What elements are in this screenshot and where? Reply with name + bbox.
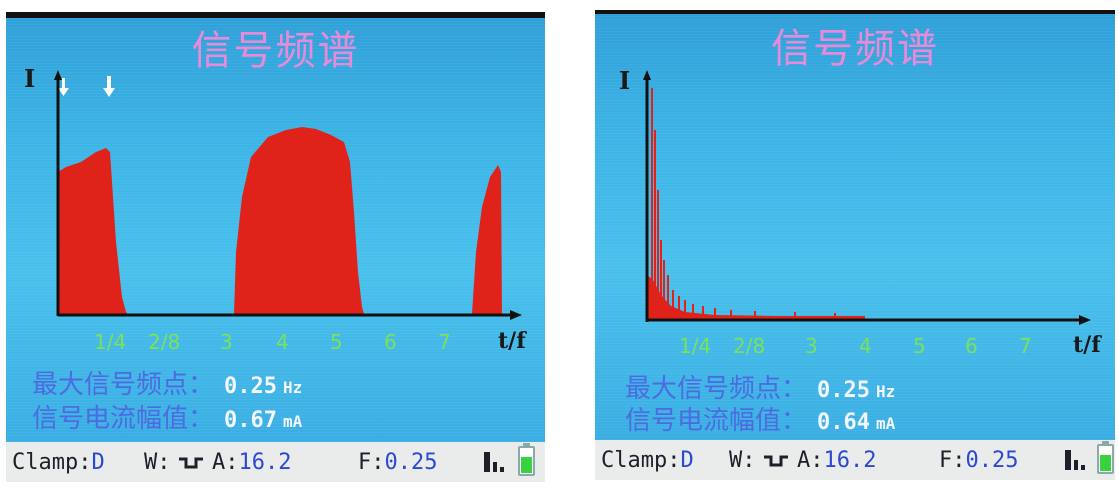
down-arrow-marker-icon bbox=[58, 78, 69, 96]
current-amplitude-unit: mA bbox=[876, 414, 895, 433]
x-tick-label: 4 bbox=[859, 334, 872, 358]
lcd-display: 信号频谱 I bbox=[595, 10, 1115, 440]
spectrum-area bbox=[472, 165, 502, 314]
x-axis-label: t/f bbox=[1073, 332, 1101, 358]
clamp-status: Clamp:D bbox=[12, 450, 105, 475]
spectrum-screen-right: 信号频谱 I bbox=[595, 10, 1115, 482]
current-amplitude-unit: mA bbox=[283, 412, 302, 431]
x-tick-label: 5 bbox=[913, 334, 926, 358]
max-frequency-label: 最大信号频点： bbox=[32, 370, 214, 400]
signal-bars-icon bbox=[1065, 450, 1089, 470]
waveform-status: W: bbox=[144, 450, 171, 475]
waveform-status: W: bbox=[729, 448, 756, 473]
current-amplitude-label: 信号电流幅值： bbox=[32, 404, 214, 434]
x-axis-label: t/f bbox=[498, 328, 526, 354]
spectrum-lines bbox=[652, 88, 835, 320]
frequency-status: F:0.25 bbox=[358, 450, 437, 475]
amplitude-status: A:16.2 bbox=[212, 450, 291, 475]
spectrum-plot bbox=[595, 10, 1115, 340]
down-arrow-marker-icon bbox=[103, 76, 115, 97]
signal-bars-icon bbox=[484, 452, 508, 472]
x-tick-label: 4 bbox=[276, 330, 289, 354]
square-wave-icon bbox=[178, 456, 204, 470]
frequency-status: F:0.25 bbox=[939, 448, 1018, 473]
square-wave-icon bbox=[763, 454, 789, 468]
x-tick-label: 2/8 bbox=[733, 334, 765, 358]
battery-icon bbox=[518, 446, 535, 476]
x-tick-label: 1/4 bbox=[679, 334, 711, 358]
current-amplitude-value: 0.64 bbox=[817, 410, 870, 435]
spectrum-area bbox=[58, 148, 128, 314]
spectrum-plot bbox=[6, 12, 545, 342]
x-tick-label: 5 bbox=[330, 330, 343, 354]
x-tick-label: 6 bbox=[384, 330, 397, 354]
status-bar: Clamp:D W: A:16.2 F:0.25 bbox=[595, 440, 1115, 480]
spectrum-screen-left: 信号频谱 I 1/4 2/8 3 4 5 6 7 t/f bbox=[6, 12, 545, 482]
current-amplitude-value: 0.67 bbox=[224, 408, 277, 433]
current-amplitude-label: 信号电流幅值： bbox=[625, 406, 807, 436]
current-amplitude-row: 信号电流幅值： 0.64 mA bbox=[625, 400, 895, 437]
current-amplitude-row: 信号电流幅值： 0.67 mA bbox=[32, 398, 302, 435]
max-frequency-row: 最大信号频点： 0.25 Hz bbox=[32, 364, 302, 401]
amplitude-status: A:16.2 bbox=[797, 448, 876, 473]
max-frequency-unit: Hz bbox=[283, 378, 302, 397]
x-tick-label: 3 bbox=[805, 334, 818, 358]
lcd-display: 信号频谱 I 1/4 2/8 3 4 5 6 7 t/f bbox=[6, 12, 545, 442]
x-tick-label: 1/4 bbox=[94, 330, 126, 354]
max-frequency-value: 0.25 bbox=[224, 374, 277, 399]
clamp-status: Clamp:D bbox=[601, 448, 694, 473]
spectrum-area bbox=[234, 127, 364, 314]
x-tick-label: 6 bbox=[965, 334, 978, 358]
status-bar: Clamp:D W: A:16.2 F:0.25 bbox=[6, 442, 545, 482]
x-tick-label: 7 bbox=[438, 330, 451, 354]
x-tick-label: 7 bbox=[1019, 334, 1032, 358]
x-tick-label: 2/8 bbox=[148, 330, 180, 354]
max-frequency-unit: Hz bbox=[876, 382, 895, 401]
battery-icon bbox=[1097, 444, 1114, 474]
x-tick-label: 3 bbox=[220, 330, 233, 354]
